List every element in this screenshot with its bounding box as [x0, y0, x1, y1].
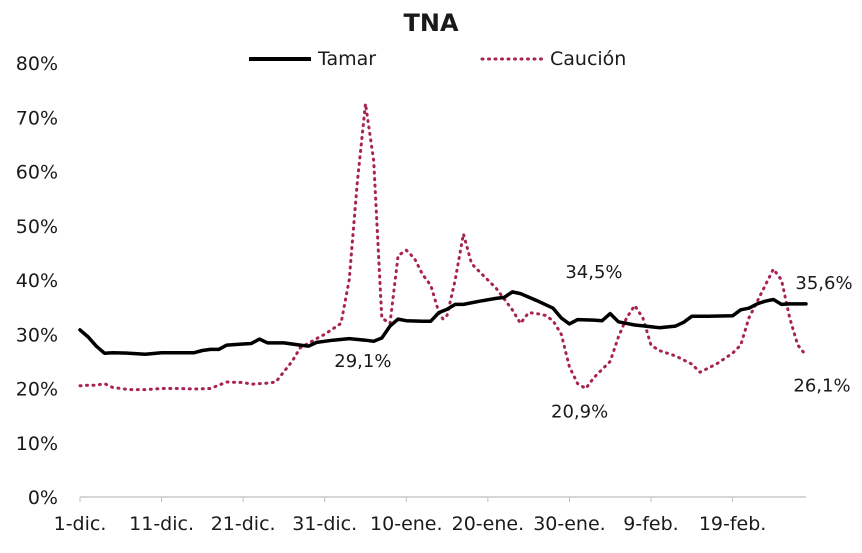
- y-tick-label: 10%: [16, 433, 58, 455]
- x-tick-label: 30-ene.: [533, 513, 606, 535]
- legend-caucion-label: Caución: [550, 48, 626, 70]
- data-label: 35,6%: [795, 273, 852, 294]
- x-tick-label: 9-feb.: [623, 513, 678, 535]
- data-label: 26,1%: [793, 375, 850, 396]
- y-tick-label: 30%: [16, 324, 58, 346]
- series-line-caucin: [78, 102, 808, 392]
- x-tick-label: 19-feb.: [699, 513, 767, 535]
- legend: Tamar Caución: [249, 48, 626, 70]
- x-tick-label: 1-dic.: [54, 513, 107, 535]
- x-tick-label: 11-dic.: [129, 513, 194, 535]
- y-axis: 0% 10% 20% 30% 40% 50% 60% 70% 80%: [16, 53, 58, 509]
- y-tick-label: 20%: [16, 379, 58, 401]
- data-label: 29,1%: [334, 351, 391, 372]
- x-tick-label: 20-ene.: [452, 513, 525, 535]
- y-tick-label: 0%: [28, 487, 58, 509]
- data-label: 34,5%: [565, 262, 622, 283]
- annotations-layer: 29,1% 34,5% 20,9% 35,6% 26,1%: [334, 262, 852, 423]
- series-line-tamar: [78, 290, 808, 357]
- series-layer: [78, 102, 808, 392]
- y-tick-label: 80%: [16, 53, 58, 75]
- y-tick-label: 40%: [16, 270, 58, 292]
- legend-tamar-label: Tamar: [317, 48, 376, 70]
- y-tick-label: 70%: [16, 107, 58, 129]
- x-tick-label: 21-dic.: [211, 513, 276, 535]
- x-tick-label: 10-ene.: [370, 513, 443, 535]
- x-axis: 1-dic. 11-dic. 21-dic. 31-dic. 10-ene. 20-ene…: [54, 496, 806, 535]
- chart-title: TNA: [403, 9, 458, 37]
- data-label: 20,9%: [551, 402, 608, 423]
- y-tick-label: 60%: [16, 162, 58, 184]
- x-tick-label: 31-dic.: [292, 513, 357, 535]
- y-tick-label: 50%: [16, 216, 58, 238]
